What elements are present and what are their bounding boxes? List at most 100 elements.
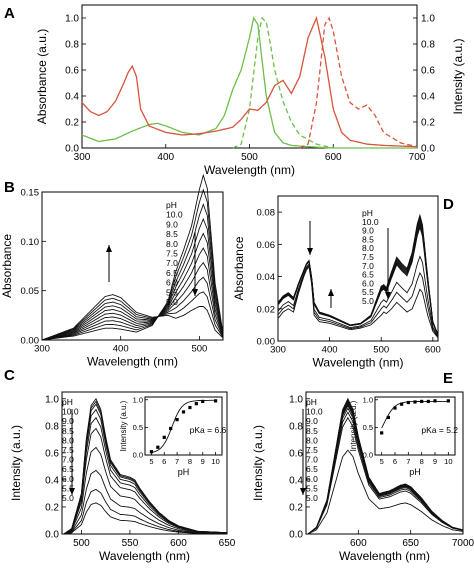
ph-legend-item: 7.5 — [362, 252, 374, 262]
series-line-0 — [81, 16, 417, 149]
y-tick-label: 0.6 — [45, 448, 59, 459]
y-tick-label: 0.8 — [45, 421, 59, 432]
y-axis-label: Absorbance (a.u.) — [35, 29, 49, 124]
ph-curve-5.0 — [307, 449, 464, 535]
inset-data-point — [413, 400, 417, 404]
y-tick-label: 0.0 — [289, 530, 303, 541]
y2-tick-label: 0.4 — [421, 92, 435, 103]
inset-x-tick-label: 10 — [211, 457, 219, 466]
ph-legend-item: 8.5 — [306, 426, 318, 436]
ph-legend-item: 7.5 — [306, 445, 318, 455]
y-tick-label: 0.00 — [257, 337, 276, 348]
ph-legend-item: 5.0 — [362, 296, 374, 306]
y2-tick-label: 0.2 — [421, 118, 435, 129]
ph-curve-5.0 — [277, 265, 439, 339]
inset-data-point — [433, 399, 437, 403]
ph-legend-item: 6.5 — [362, 270, 374, 280]
inset-y-tick-label: 0.5 — [133, 423, 143, 432]
ph-curve-5.5 — [277, 264, 439, 338]
ph-curve-6.0 — [63, 469, 228, 535]
y-tick-label: 0.2 — [289, 502, 303, 513]
ph-curve-7.5 — [41, 232, 224, 341]
ph-curve-6.0 — [307, 411, 464, 535]
x-tick-label: 400 — [322, 345, 338, 356]
ph-curve-8.5 — [41, 203, 224, 341]
ph-legend-item: 10.0 — [306, 407, 323, 417]
y2-tick-label: 0.6 — [421, 66, 435, 77]
ph-legend-item: 9.0 — [362, 226, 374, 236]
plot-frame — [81, 4, 418, 149]
y-tick-label: 0.2 — [65, 118, 79, 129]
x-tick-label: 600 — [350, 538, 367, 549]
inset-x-tick-label: 10 — [444, 457, 452, 466]
plot-frame — [305, 391, 464, 535]
x-axis-label: Wavelength (nm) — [313, 356, 404, 370]
ph-legend-item: 5.0 — [306, 493, 318, 503]
y-tick-label: 0.8 — [289, 421, 303, 432]
panel-d-chart: 300 400 500 600 0.00 0.02 0.04 0.06 0.08 Waveleng… — [232, 195, 441, 370]
ph-legend-title: pH — [166, 200, 177, 210]
y-tick-label: 0.2 — [45, 502, 59, 513]
ph-legend-item: 7.0 — [362, 261, 374, 271]
trend-arrow-down-head — [192, 289, 198, 296]
y2-tick-label: 1.0 — [421, 14, 435, 25]
y-tick-label: 0.15 — [21, 188, 40, 199]
x-tick-label: 600 — [425, 345, 441, 356]
x-tick-label: 500 — [241, 152, 258, 163]
y-tick-label: 0.06 — [257, 240, 276, 251]
x-tick-label: 300 — [74, 152, 91, 163]
ph-legend-title: pH — [306, 397, 317, 407]
ph-curve-5.0 — [41, 294, 224, 341]
y-tick-label: 0.8 — [65, 40, 79, 51]
ph-legend-item: 6.5 — [166, 268, 178, 278]
inset-data-point — [420, 399, 424, 404]
y-tick-label: 0.6 — [289, 448, 303, 459]
ph-legend-item: 5.5 — [62, 483, 74, 493]
inset-y-tick-label: 0.5 — [363, 423, 373, 432]
inset-data-point — [201, 399, 205, 404]
ph-legend-item: 6.0 — [166, 278, 178, 288]
ph-curve-8.0 — [307, 401, 464, 535]
plot-frame — [277, 195, 439, 342]
series-line-2 — [81, 15, 417, 148]
ph-legend-item: 8.0 — [166, 239, 178, 249]
inset-pka-annotation: pKa = 5.2 — [421, 425, 458, 435]
ph-legend-item: 6.5 — [306, 464, 318, 474]
series-line-3 — [299, 16, 418, 149]
inset-x-tick-label: 8 — [188, 457, 192, 466]
x-tick-label: 650 — [402, 538, 419, 549]
inset-frame — [374, 396, 456, 456]
inset-x-tick-label: 5 — [149, 457, 153, 466]
y-tick-label: 0.4 — [289, 475, 303, 486]
inset-y-tick-label: 1.0 — [363, 395, 373, 404]
x-tick-label: 600 — [325, 152, 342, 163]
inset-data-point — [213, 399, 218, 403]
inset-x-tick-label: 9 — [433, 457, 437, 466]
ph-legend-item: 10.0 — [362, 217, 379, 227]
ph-legend-item: 8.5 — [362, 234, 374, 244]
ph-legend-item: 5.0 — [62, 493, 74, 503]
inset-x-tick-label: 7 — [406, 457, 410, 466]
x-axis-label: Wavelength (nm) — [87, 355, 178, 369]
inset-y-axis-label: Intensity (a.u.) — [119, 400, 128, 451]
panel-a-chart: 300 400 500 600 7000.00.20.40.60.81.0Wavelen… — [35, 4, 465, 177]
x-axis-label: Wavelength (nm) — [204, 163, 295, 177]
panel-letter-b: B — [4, 179, 15, 196]
inset-y-tick-label: 0.0 — [133, 451, 143, 460]
x-axis-label: Wavelength (nm) — [99, 549, 190, 563]
y-axis-label: Intensity (a.u.) — [9, 425, 23, 501]
ph-legend-item: 7.5 — [62, 445, 74, 455]
ph-legend-item: 8.0 — [62, 435, 74, 445]
y-tick-label: 1.0 — [45, 394, 59, 405]
ph-curve-6.0 — [277, 255, 439, 337]
inset-data-point — [406, 400, 410, 405]
ph-legend-item: 9.0 — [306, 416, 318, 426]
y-tick-label: 0.0 — [45, 530, 59, 541]
inset-data-point — [181, 410, 186, 414]
y-axis-label: Absorbance — [0, 234, 14, 298]
panel-letter-e: E — [443, 370, 453, 387]
inset-data-point — [446, 399, 450, 403]
inset-x-tick-label: 5 — [380, 457, 384, 466]
x-tick-label: 600 — [170, 538, 187, 549]
